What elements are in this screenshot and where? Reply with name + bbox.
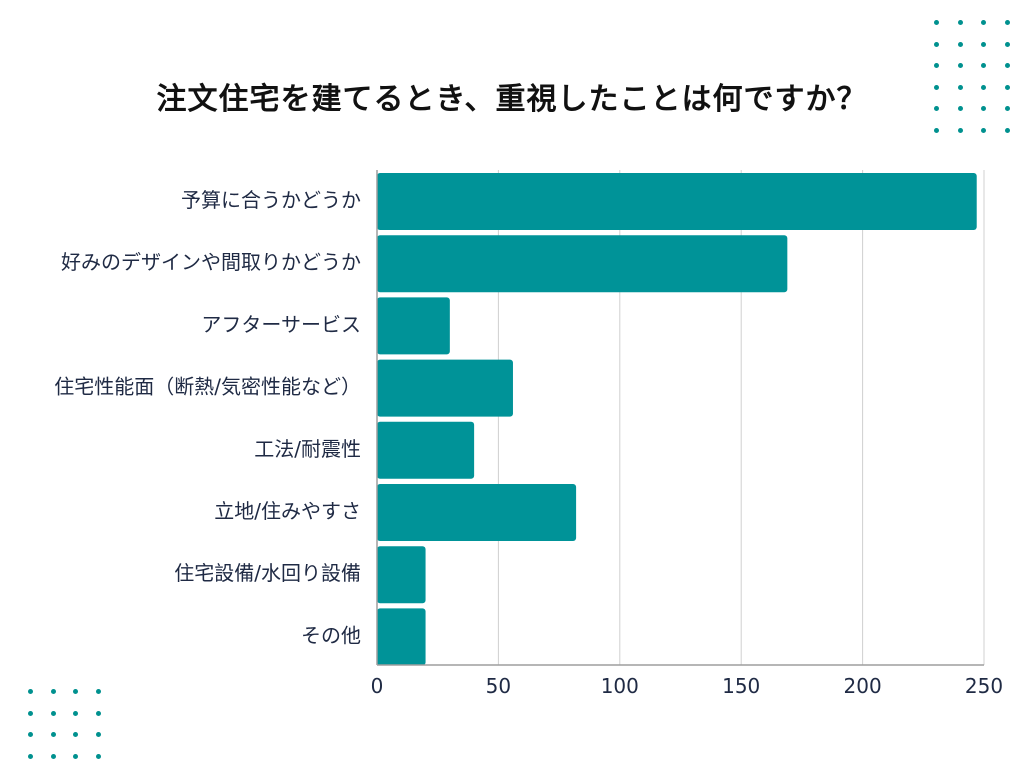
- decorative-dot: [73, 732, 78, 737]
- bar: [377, 484, 577, 541]
- decorative-dot: [981, 20, 986, 25]
- decorative-dot: [934, 20, 939, 25]
- decorative-dot: [981, 84, 986, 90]
- bar: [377, 297, 450, 355]
- decorative-dot: [73, 753, 78, 759]
- decorative-dot: [957, 127, 963, 133]
- decorative-dot: [934, 127, 939, 133]
- decorative-dot: [1004, 41, 1010, 47]
- category-label: アフターサービス: [201, 312, 361, 336]
- decorative-dot: [1004, 127, 1010, 133]
- category-label: 立地/住みやすさ: [214, 499, 361, 523]
- decorative-dot: [957, 106, 963, 111]
- x-tick-label: 250: [965, 674, 1003, 698]
- decorative-dot: [50, 710, 56, 716]
- category-label: 好みのデザインや間取りかどうか: [61, 250, 361, 274]
- category-label: その他: [301, 623, 361, 647]
- decorative-dot: [1004, 63, 1010, 68]
- decorative-dot: [73, 710, 78, 716]
- category-label: 予算に合うかどうか: [181, 188, 361, 212]
- decorative-dot: [50, 732, 56, 737]
- bar: [377, 235, 788, 293]
- decorative-dot: [28, 753, 33, 759]
- decorative-dot: [934, 84, 939, 90]
- decorative-dot: [28, 732, 33, 737]
- decorative-dot: [73, 689, 78, 694]
- decorative-dot: [95, 753, 101, 759]
- category-label: 工法/耐震性: [254, 437, 361, 461]
- decorative-dot: [981, 41, 986, 47]
- decorative-dot: [981, 63, 986, 68]
- chart-title: 注文住宅を建てるとき、重視したことは何ですか？: [156, 82, 868, 117]
- decorative-dot: [957, 63, 963, 68]
- bar: [377, 421, 475, 479]
- decorative-dot: [50, 689, 56, 694]
- decorative-dot: [95, 689, 101, 694]
- decorative-dot: [934, 41, 939, 47]
- bar: [377, 359, 513, 417]
- bar: [377, 173, 977, 230]
- decorative-dot: [981, 127, 986, 133]
- decorative-dot: [957, 84, 963, 90]
- decorative-dot: [28, 689, 33, 694]
- decorative-dot: [95, 710, 101, 716]
- decorative-dot: [95, 732, 101, 737]
- decorative-dot: [1004, 20, 1010, 25]
- category-label: 住宅性能面（断熱/気密性能など）: [54, 375, 361, 399]
- decorative-dot: [934, 63, 939, 68]
- decorative-dot: [957, 20, 963, 25]
- bar: [377, 546, 426, 604]
- decorative-dot: [957, 41, 963, 47]
- category-label: 住宅設備/水回り設備: [174, 561, 361, 585]
- bar: [377, 608, 426, 666]
- decorative-dot: [1004, 106, 1010, 111]
- decorative-dot: [981, 106, 986, 111]
- decorative-dot: [934, 106, 939, 111]
- x-tick-label: 0: [371, 674, 384, 698]
- x-tick-label: 100: [601, 674, 639, 698]
- x-tick-label: 200: [844, 674, 882, 698]
- x-tick-label: 50: [486, 674, 511, 698]
- decorative-dot: [50, 753, 56, 759]
- x-tick-label: 150: [722, 674, 760, 698]
- decorative-dot: [28, 710, 33, 716]
- decorative-dot: [1004, 84, 1010, 90]
